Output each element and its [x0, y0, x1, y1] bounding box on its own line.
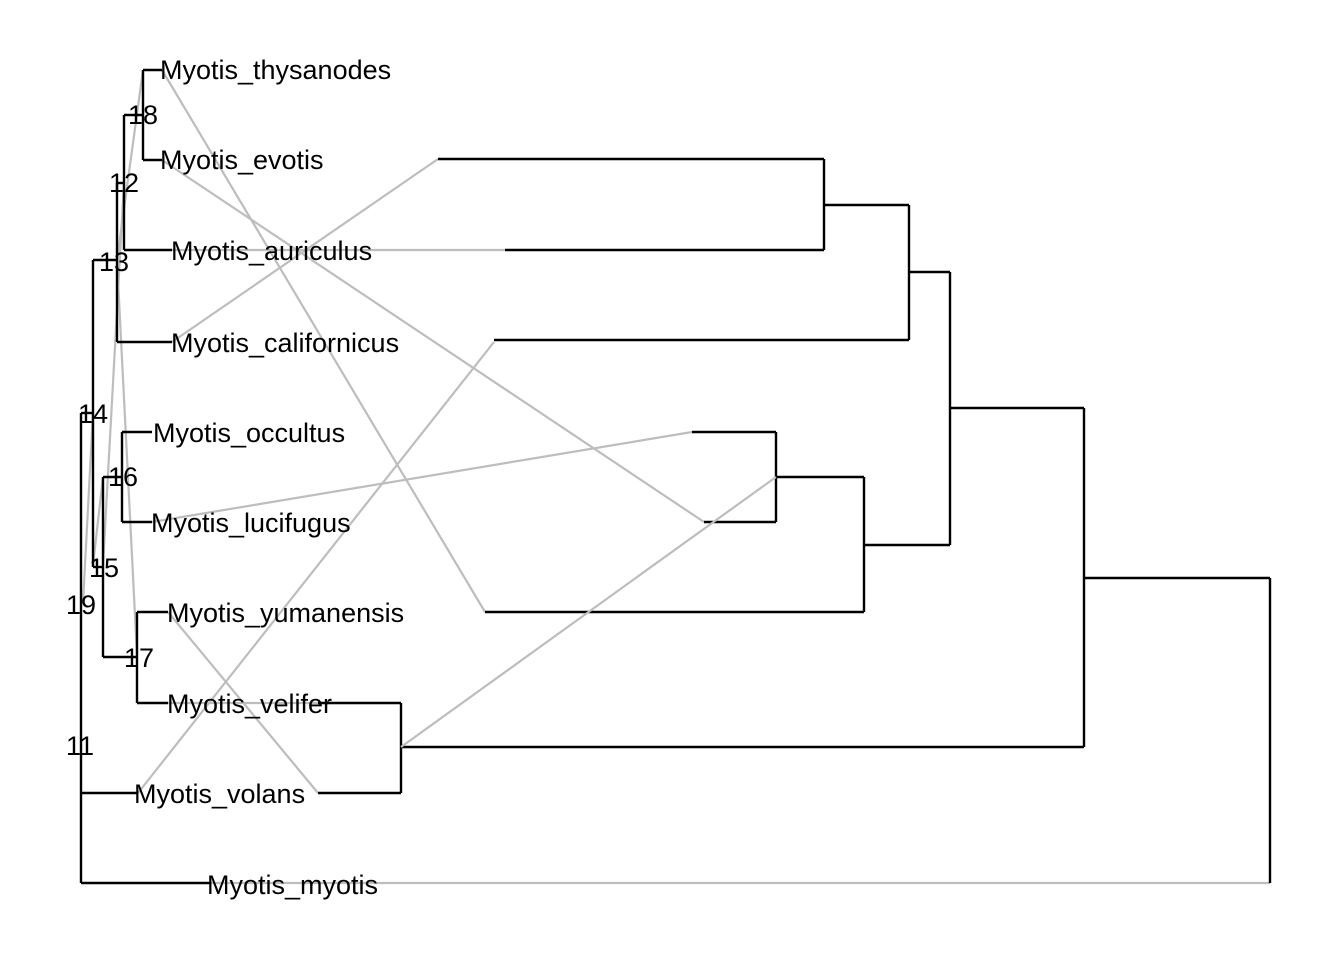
link-node-12: [101, 182, 126, 566]
tip-label-volans: Myotis_volans: [134, 779, 305, 809]
link-californicus: [171, 158, 439, 343]
node-label-14: 14: [78, 399, 108, 429]
link-evotis: [161, 159, 705, 523]
node-label-18: 18: [128, 100, 158, 130]
node-label-17: 17: [124, 643, 154, 673]
tip-labels: Myotis_thysanodes Myotis_evotis Myotis_a…: [134, 55, 404, 900]
link-thysanodes: [161, 69, 486, 613]
node-label-13: 13: [99, 247, 129, 277]
tip-label-lucifugus: Myotis_lucifugus: [151, 508, 351, 538]
tanglegram-links: [81, 69, 1270, 885]
node-label-19: 19: [66, 590, 96, 620]
tip-label-thysanodes: Myotis_thysanodes: [160, 55, 391, 85]
tip-label-yumanensis: Myotis_yumanensis: [167, 598, 404, 628]
link-velifer-right: [400, 476, 777, 748]
link-node-13: [115, 259, 139, 656]
link-lucifugus: [151, 430, 693, 524]
link-volans: [137, 341, 495, 794]
tanglegram-links-top: [400, 476, 777, 748]
tip-label-velifer: Myotis_velifer: [167, 689, 332, 719]
tip-label-myotis: Myotis_myotis: [207, 870, 378, 900]
link-node-16: [91, 476, 105, 566]
node-label-15: 15: [89, 553, 119, 583]
tip-label-californicus: Myotis_californicus: [171, 328, 399, 358]
tip-label-evotis: Myotis_evotis: [160, 145, 324, 175]
tip-label-occultus: Myotis_occultus: [153, 418, 345, 448]
tip-label-auriculus: Myotis_auriculus: [171, 236, 372, 266]
node-label-11: 11: [66, 731, 94, 761]
node-label-16: 16: [108, 462, 138, 492]
node-label-12: 12: [109, 168, 139, 198]
link-node-14: [81, 412, 95, 604]
left-tree: [79, 68, 210, 885]
right-tree: [318, 157, 1272, 883]
node-labels: 18 12 13 14 16 15 19 17 11: [66, 100, 158, 761]
